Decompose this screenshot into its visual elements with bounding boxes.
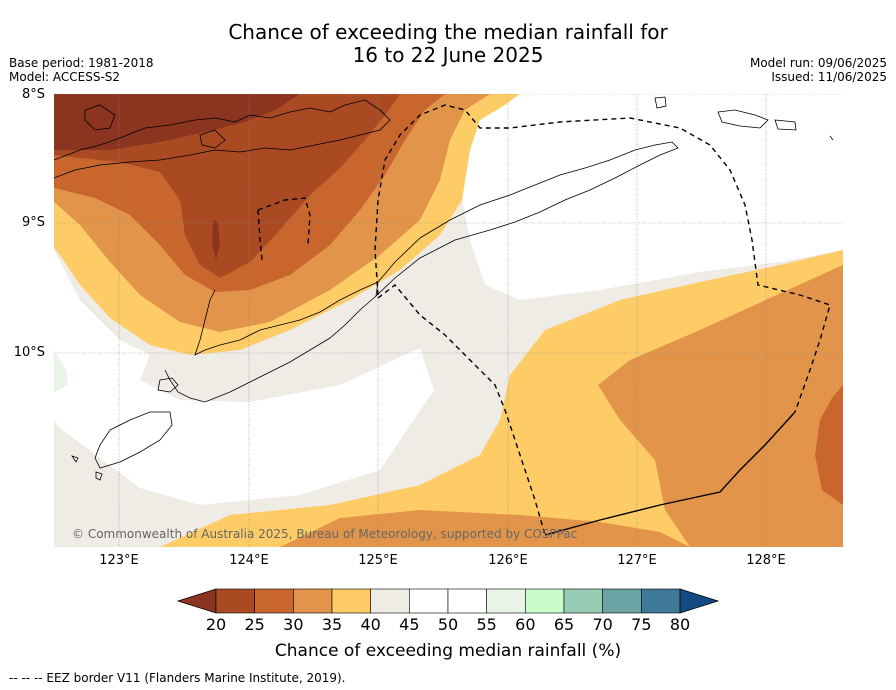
colorbar-tick: 20: [205, 615, 227, 634]
model-label: Model: ACCESS-S2: [9, 70, 121, 84]
colorbar-extend-high: [679, 588, 720, 614]
lon-label-125e: 125°E: [358, 553, 398, 568]
colorbar: [176, 588, 720, 614]
contour-below-20-spot: [212, 220, 220, 260]
lon-label-124e: 124°E: [229, 553, 269, 568]
contour-25-30-southeast: [815, 385, 843, 505]
colorbar-swatch: [486, 588, 526, 614]
colorbar-tick: 45: [399, 615, 420, 634]
colorbar-label: Chance of exceeding median rainfall (%): [274, 641, 622, 661]
map-title-line2: 16 to 22 June 2025: [352, 43, 544, 67]
contour-45-55-west: [54, 250, 434, 505]
copyright-text: © Commonwealth of Australia 2025, Bureau…: [72, 527, 578, 541]
contour-30-35-bottom: [280, 510, 690, 547]
coastlines: [54, 96, 834, 481]
lon-label-123e: 123°E: [99, 553, 139, 568]
colorbar-swatch: [331, 588, 371, 614]
colorbar-swatch: [447, 588, 487, 614]
contour-55-60: [54, 350, 68, 392]
colorbar-swatch: [641, 588, 681, 614]
map-title-line1: Chance of exceeding the median rainfall …: [228, 20, 668, 44]
colorbar-tick: 55: [476, 615, 497, 634]
colorbar-tick: 70: [592, 615, 613, 634]
lon-label-126e: 126°E: [488, 553, 528, 568]
contour-30-35-south: [598, 265, 843, 547]
eez-footnote: -- -- -- EEZ border V11 (Flanders Marine…: [9, 671, 346, 685]
colorbar-ticks: 20 25 30 35 40 45 50 55 60 65 70 75 80: [0, 615, 896, 635]
colorbar-tick: 75: [631, 615, 652, 634]
colorbar-tick: 60: [515, 615, 536, 634]
issued-label: Issued: 11/06/2025: [771, 70, 887, 84]
colorbar-swatch: [215, 588, 255, 614]
colorbar-extend-low: [176, 588, 217, 614]
colorbar-swatch: [602, 588, 642, 614]
lat-label-8s: 8°S: [21, 87, 45, 102]
gridlines: [54, 94, 843, 547]
colorbar-swatch: [409, 588, 449, 614]
contour-45-55-north: [462, 94, 843, 300]
colorbar-tick: 80: [669, 615, 691, 634]
lat-label-9s: 9°S: [21, 215, 45, 230]
colorbar-swatch: [370, 588, 410, 614]
contour-below-20-north: [54, 94, 300, 150]
eez-border-solid: [544, 411, 796, 536]
colorbar-tick: 65: [553, 615, 575, 634]
lat-label-10s: 10°S: [13, 345, 45, 360]
lon-label-128e: 128°E: [746, 553, 786, 568]
colorbar-swatch: [293, 588, 333, 614]
model-run-label: Model run: 09/06/2025: [749, 56, 887, 70]
eez-border: [257, 104, 831, 536]
colorbar-swatch: [254, 588, 294, 614]
colorbar-tick: 25: [244, 615, 265, 634]
colorbar-tick: 50: [437, 615, 459, 634]
colorbar-tick: 30: [283, 615, 304, 634]
colorbar-tick: 40: [360, 615, 381, 634]
colorbar-swatch: [563, 588, 603, 614]
colorbar-tick: 35: [321, 615, 343, 634]
colorbar-swatch: [525, 588, 565, 614]
lon-label-127e: 127°E: [617, 553, 657, 568]
base-period-label: Base period: 1981-2018: [9, 56, 154, 70]
